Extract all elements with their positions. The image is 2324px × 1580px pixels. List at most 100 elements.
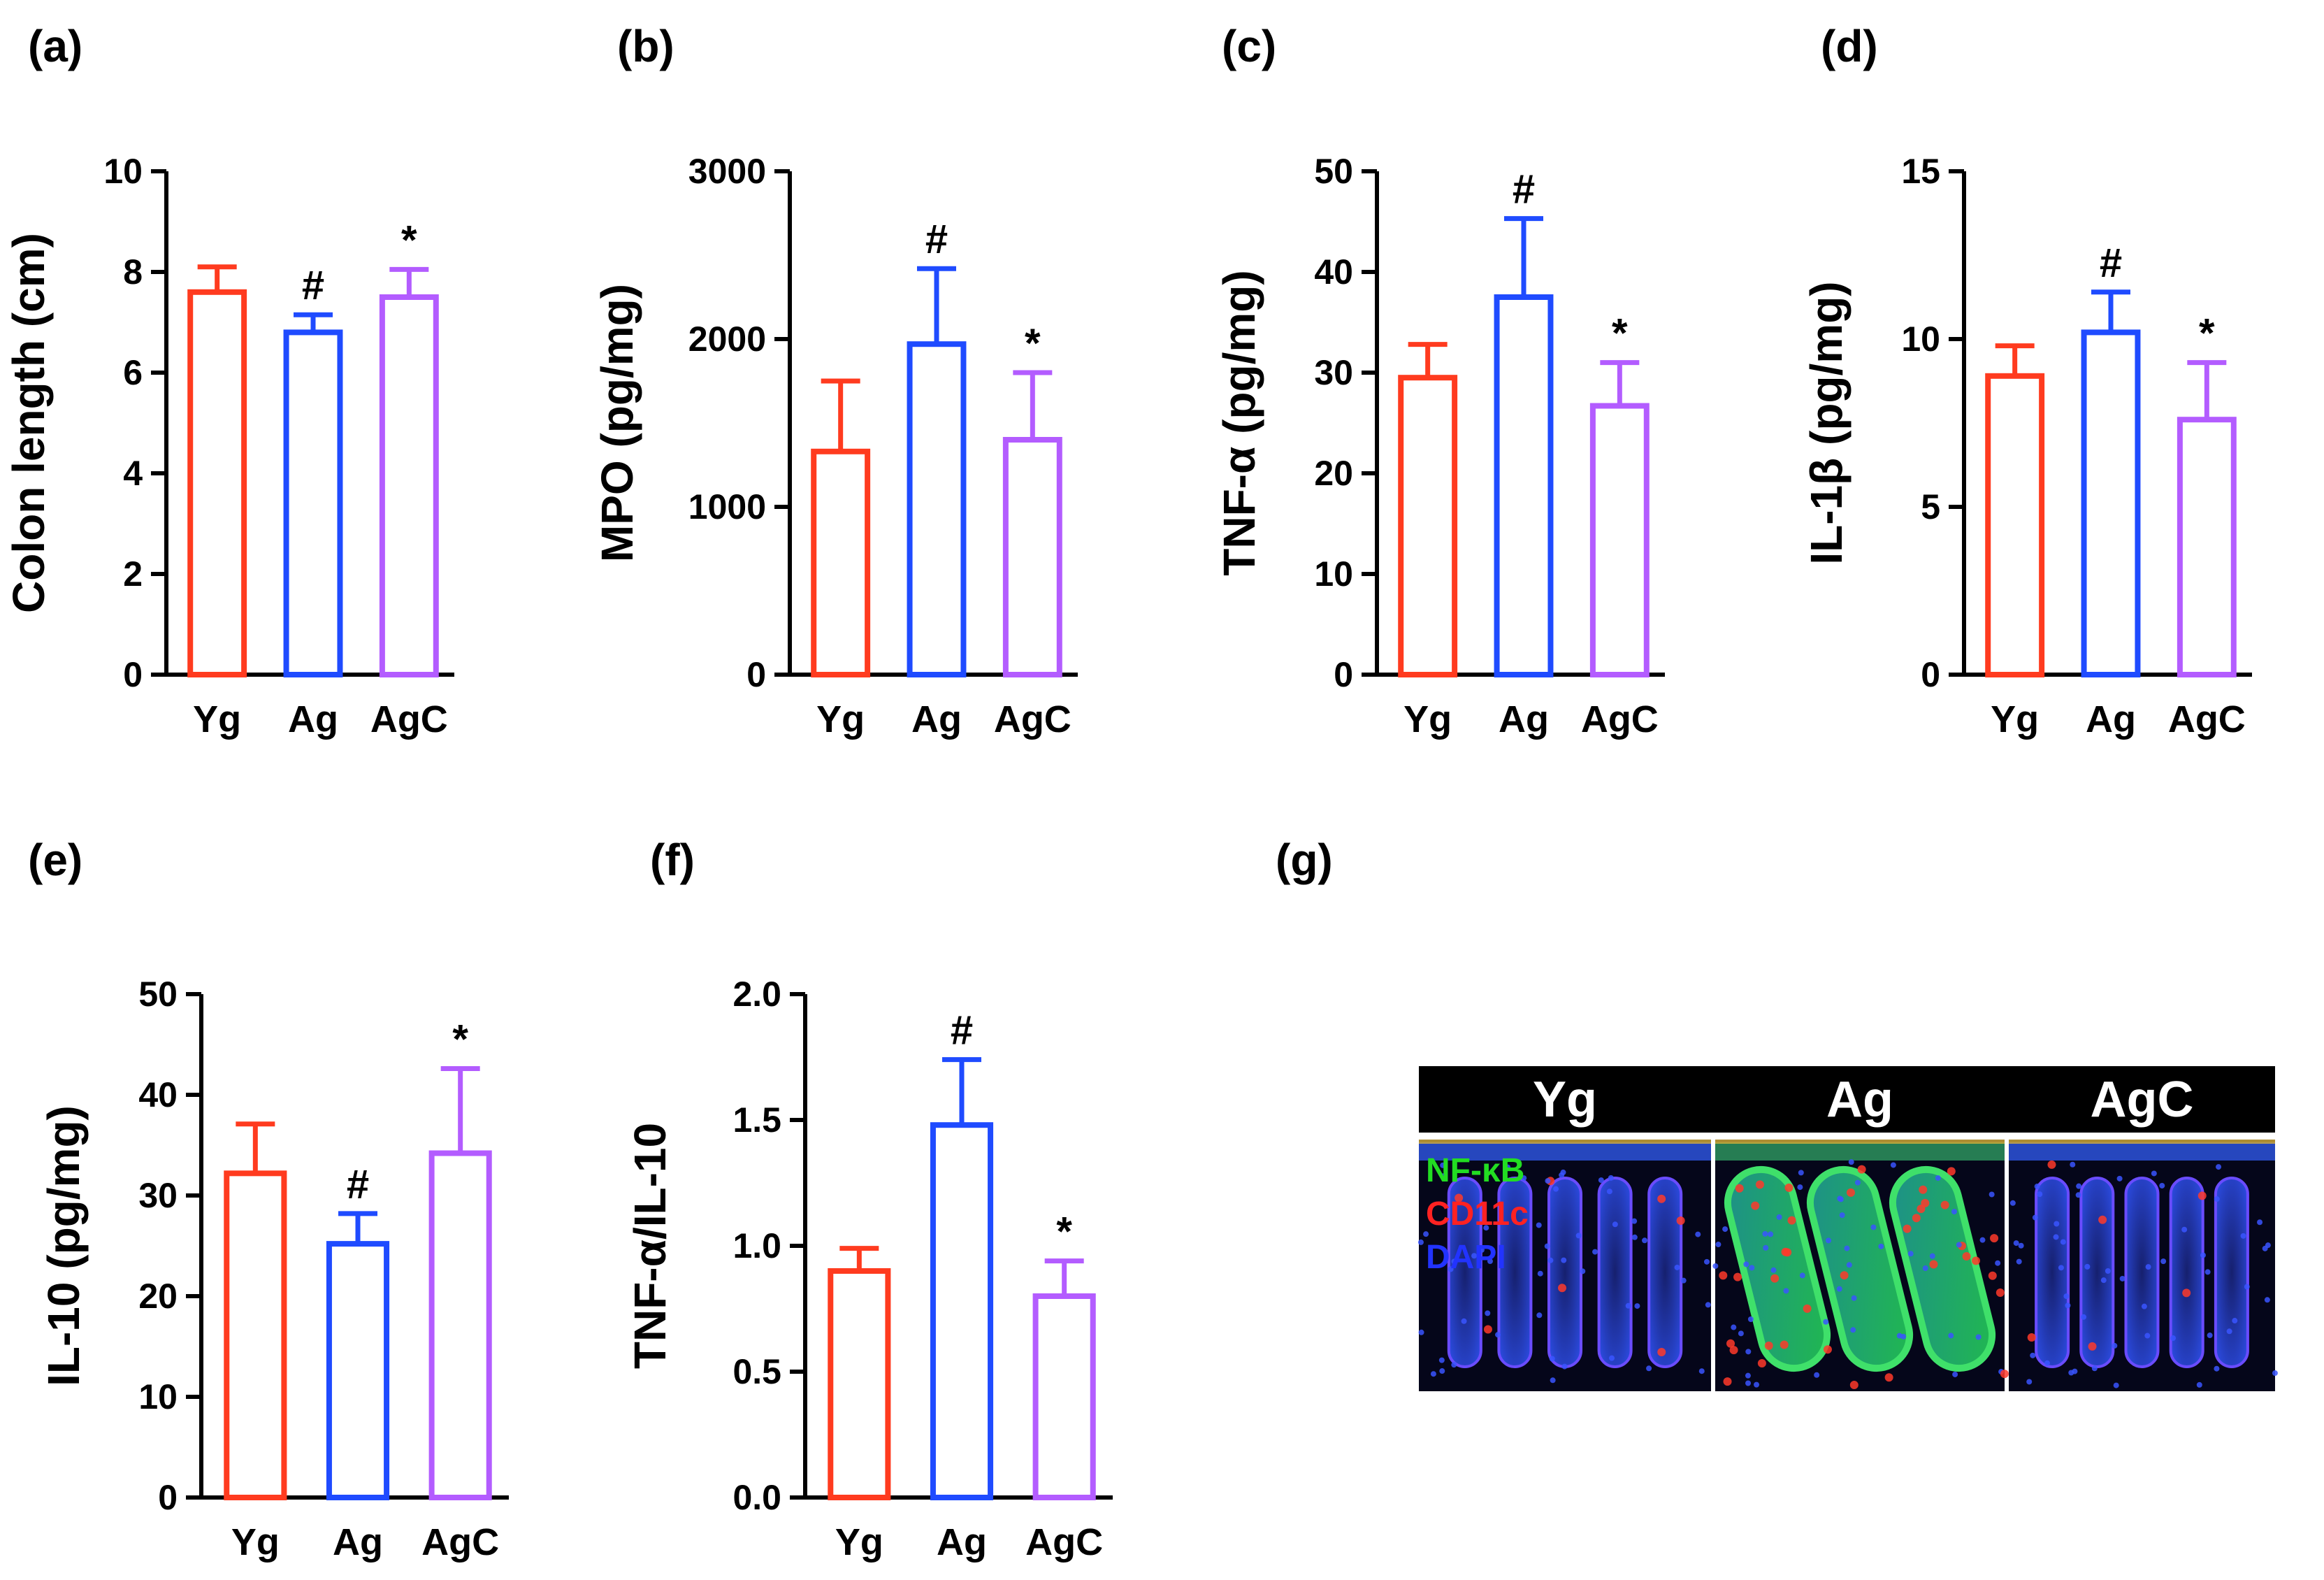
micrograph-panel: (g) Yg Ag AgC NF-κB CD11c DAPI xyxy=(1276,835,2278,1391)
micrograph-image-yg xyxy=(1417,1140,1711,1391)
y-tick-label: 1.5 xyxy=(732,1100,781,1140)
y-tick-label: 2 xyxy=(123,554,143,594)
micrograph-column-label: Ag xyxy=(1826,1072,1893,1128)
bar-ag xyxy=(2081,329,2141,677)
bar-yg xyxy=(828,1268,891,1500)
bar-ag xyxy=(1494,294,1554,677)
bar-agc xyxy=(1002,437,1062,677)
y-tick-label: 10 xyxy=(103,152,143,191)
y-tick-label: 15 xyxy=(1901,152,1940,191)
x-tick-label: AgC xyxy=(370,698,448,740)
y-tick-label: 30 xyxy=(1314,353,1353,392)
x-tick-label: Ag xyxy=(937,1521,987,1563)
y-tick-label: 1000 xyxy=(688,487,766,526)
y-tick-label: 1.0 xyxy=(732,1226,781,1265)
micrograph-image-agc xyxy=(2009,1140,2278,1391)
y-axis-title: IL-1β (pg/mg) xyxy=(1801,281,1852,564)
significance-mark: * xyxy=(1025,321,1041,366)
y-tick-label: 8 xyxy=(123,252,143,292)
y-tick-label: 10 xyxy=(138,1377,178,1416)
y-axis-title: IL-10 (pg/mg) xyxy=(38,1105,89,1386)
x-tick-label: AgC xyxy=(1581,698,1659,740)
bar-ag xyxy=(930,1122,994,1500)
micrograph-legend-dapi: DAPI xyxy=(1426,1239,1506,1276)
x-tick-label: Yg xyxy=(835,1521,883,1563)
bar-agc xyxy=(1032,1293,1096,1500)
x-tick-label: Yg xyxy=(816,698,865,740)
y-tick-label: 0 xyxy=(746,655,766,694)
bar-yg xyxy=(1985,373,2045,677)
y-tick-label: 50 xyxy=(138,975,178,1014)
x-tick-label: AgC xyxy=(2168,698,2246,740)
bar-agc xyxy=(428,1150,492,1501)
y-tick-label: 30 xyxy=(138,1176,178,1215)
y-tick-label: 20 xyxy=(138,1277,178,1316)
chart-panel-1: (a) 0 2 4 6 8 10 Colon length (cm) Yg # Ag * AgC xyxy=(3,21,454,740)
micrograph-image-ag xyxy=(1712,1140,2009,1391)
y-axis-title: Colon length (cm) xyxy=(3,233,54,613)
panel-label: (d) xyxy=(1821,21,1878,71)
bar-ag xyxy=(326,1241,390,1500)
y-tick-label: 5 xyxy=(1921,487,1940,526)
y-axis-title: TNF-α/IL-10 xyxy=(625,1123,675,1369)
y-tick-label: 40 xyxy=(1314,252,1353,292)
y-tick-label: 0 xyxy=(158,1478,178,1517)
x-tick-label: Yg xyxy=(1991,698,2039,740)
bar-agc xyxy=(379,294,439,677)
bar-agc xyxy=(2177,417,2237,677)
y-tick-label: 10 xyxy=(1901,319,1940,359)
chart-panel-3: (c) 0 10 20 30 40 50 TNF-α (pg/mg) Yg # Ag * AgC xyxy=(1214,21,1665,740)
y-tick-label: 10 xyxy=(1314,554,1353,594)
micrograph-column-label: Yg xyxy=(1533,1072,1597,1128)
x-tick-label: AgC xyxy=(994,698,1071,740)
y-tick-label: 40 xyxy=(138,1075,178,1114)
chart-panel-6: (f) 0.0 0.5 1.0 1.5 2.0 TNF-α/IL-10 Yg # Ag * AgC xyxy=(625,835,1113,1563)
bar-yg xyxy=(1398,375,1458,677)
x-tick-label: Ag xyxy=(1499,698,1549,740)
y-tick-label: 0 xyxy=(123,655,143,694)
micrograph-column-label: AgC xyxy=(2091,1072,2194,1128)
panel-label: (e) xyxy=(28,835,82,885)
x-tick-label: AgC xyxy=(421,1521,499,1563)
micrograph-legend-nf-b: NF-κB xyxy=(1426,1152,1524,1189)
bar-ag xyxy=(283,329,343,677)
chart-panel-4: (d) 0 5 10 15 IL-1β (pg/mg) Yg # Ag * AgC xyxy=(1801,21,2252,740)
y-tick-label: 3000 xyxy=(688,152,766,191)
x-tick-label: AgC xyxy=(1025,1521,1103,1563)
x-tick-label: Ag xyxy=(288,698,338,740)
significance-mark: # xyxy=(1513,167,1535,213)
bar-yg xyxy=(811,448,871,677)
x-tick-label: Ag xyxy=(911,698,962,740)
significance-mark: # xyxy=(2100,240,2122,286)
chart-panel-5: (e) 0 10 20 30 40 50 IL-10 (pg/mg) Yg # Ag * AgC xyxy=(28,835,509,1563)
significance-mark: * xyxy=(2199,311,2215,357)
micrograph-header xyxy=(1419,1066,2275,1133)
y-tick-label: 2000 xyxy=(688,319,766,359)
significance-mark: # xyxy=(302,263,324,308)
significance-mark: # xyxy=(951,1008,973,1054)
panel-label: (c) xyxy=(1222,21,1276,71)
y-tick-label: 0.0 xyxy=(732,1478,781,1517)
y-tick-label: 0.5 xyxy=(732,1352,781,1391)
y-tick-label: 50 xyxy=(1314,152,1353,191)
y-axis-title: MPO (pg/mg) xyxy=(592,284,642,562)
x-tick-label: Yg xyxy=(193,698,241,740)
y-tick-label: 2.0 xyxy=(732,975,781,1014)
panel-label: (a) xyxy=(28,21,82,71)
x-tick-label: Ag xyxy=(2086,698,2136,740)
x-tick-label: Yg xyxy=(231,1521,280,1563)
panel-label: (g) xyxy=(1276,835,1333,885)
y-tick-label: 0 xyxy=(1921,655,1940,694)
bar-yg xyxy=(224,1170,287,1500)
panel-label: (f) xyxy=(650,835,695,885)
y-tick-label: 20 xyxy=(1314,454,1353,493)
x-tick-label: Ag xyxy=(333,1521,383,1563)
significance-mark: * xyxy=(401,217,417,263)
significance-mark: * xyxy=(452,1017,468,1063)
y-axis-title: TNF-α (pg/mg) xyxy=(1214,270,1264,575)
bar-yg xyxy=(187,289,247,677)
significance-mark: # xyxy=(925,217,948,262)
bar-agc xyxy=(1589,403,1650,678)
panel-label: (b) xyxy=(617,21,674,71)
